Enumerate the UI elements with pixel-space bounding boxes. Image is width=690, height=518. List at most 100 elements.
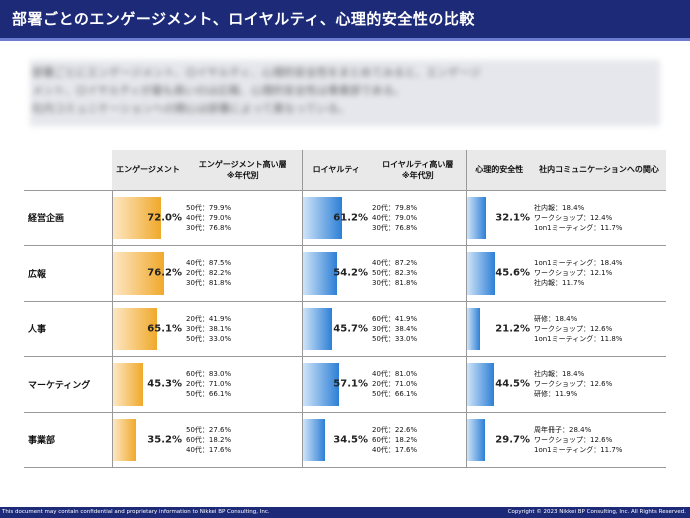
interest-list: 研修：18.4% ワークショップ：12.6% 1on1ミーティング：11.8% xyxy=(532,314,666,344)
footer-copyright: Copyright © 2023 Nikkei BP Consulting, I… xyxy=(507,509,686,515)
interest-item: 1on1ミーティング：11.7% xyxy=(534,445,623,454)
department-name: 広報 xyxy=(24,245,113,302)
interest-cell: 1on1ミーティング：18.4% ワークショップ：12.1% 社内報：11.7% xyxy=(532,245,666,302)
loyalty-cell: 57.1% xyxy=(302,356,371,413)
interest-cell: 研修：18.4% ワークショップ：12.6% 1on1ミーティング：11.8% xyxy=(532,301,666,357)
interest-item: 周年冊子：28.4% xyxy=(534,425,592,434)
interest-item: ワークショップ：12.6% xyxy=(534,380,613,389)
loyalty-age-item: 50代：82.3% xyxy=(372,269,418,278)
summary-line: 社内コミュニケーションへの関心は部署によって異なっている。 xyxy=(32,102,350,115)
interest-item: ワークショップ：12.6% xyxy=(534,324,613,333)
engagement-bar-cell: 45.3% xyxy=(112,357,185,412)
blurred-summary-text: 部署ごとにエンゲージメント、ロイヤルティ、心理的安全性をまとめてみると、エンゲー… xyxy=(30,60,660,126)
loyalty-bar xyxy=(302,196,342,239)
loyalty-age-item: 20代：79.8% xyxy=(372,203,418,212)
interest-item: ワークショップ：12.6% xyxy=(534,435,613,444)
psych-safety-value: 44.5% xyxy=(495,378,530,390)
engagement-age-cell: 60代：83.0% 20代：71.0% 50代：66.1% xyxy=(184,356,303,413)
engagement-age-item: 20代：82.2% xyxy=(186,269,232,278)
loyalty-bar-cell: 34.5% xyxy=(302,413,371,468)
loyalty-age-item: 30代：81.8% xyxy=(372,279,418,288)
engagement-bar xyxy=(112,363,144,406)
loyalty-age-item: 40代：81.0% xyxy=(372,370,418,379)
loyalty-bar xyxy=(302,418,325,461)
summary-line: メント、ロイヤルティが最も高いのは広報、心理的安全性は事業部である。 xyxy=(32,84,405,97)
psych-safety-cell: 32.1% xyxy=(466,190,532,246)
loyalty-bar-cell: 54.2% xyxy=(302,246,371,301)
engagement-age-cell: 40代：87.5% 20代：82.2% 30代：81.8% xyxy=(184,245,303,302)
table-row: 人事 65.1% 20代：41.9% 30代：38.1% 50代：33.0% 45.7% 6… xyxy=(24,301,666,357)
loyalty-age-cell: 60代：41.9% 30代：38.4% 50代：33.0% xyxy=(370,301,467,357)
psych-safety-bar-cell: 32.1% xyxy=(466,191,533,246)
loyalty-bar xyxy=(302,363,340,406)
engagement-age-item: 50代：33.0% xyxy=(186,334,232,343)
loyalty-age-item: 40代：79.0% xyxy=(372,213,418,222)
psych-safety-cell: 44.5% xyxy=(466,356,533,413)
psych-safety-bar xyxy=(466,196,487,239)
loyalty-age-cell: 20代：79.8% 40代：79.0% 30代：76.8% xyxy=(370,190,467,246)
title-underline xyxy=(0,38,690,41)
loyalty-age-item: 30代：76.8% xyxy=(372,223,418,232)
loyalty-bar xyxy=(302,252,338,295)
header-loyalty-high: ロイヤルティ高い層 ※年代別 xyxy=(370,150,467,191)
loyalty-age-item: 20代：71.0% xyxy=(372,380,418,389)
engagement-age-item: 60代：83.0% xyxy=(186,370,232,379)
header-loyalty: ロイヤルティ xyxy=(302,150,370,191)
engagement-age-cell: 50代：79.9% 40代：79.0% 30代：76.8% xyxy=(184,190,303,246)
footer-disclaimer: This document may contain confidential a… xyxy=(2,509,270,515)
psych-safety-value: 29.7% xyxy=(495,434,530,446)
comparison-table: エンゲージメント エンゲージメント高い層 ※年代別 ロイヤルティ ロイヤルティ高… xyxy=(24,150,666,468)
department-name: マーケティング xyxy=(24,356,113,413)
engagement-value: 76.2% xyxy=(147,267,182,279)
psych-safety-bar-cell: 29.7% xyxy=(466,413,533,468)
loyalty-age-list: 20代：79.8% 40代：79.0% 30代：76.8% xyxy=(370,203,466,233)
psych-safety-bar-cell: 45.6% xyxy=(466,246,533,301)
loyalty-bar xyxy=(302,307,332,350)
engagement-age-item: 40代：79.0% xyxy=(186,213,232,222)
engagement-age-item: 40代：87.5% xyxy=(186,259,232,268)
interest-item: ワークショップ：12.4% xyxy=(534,213,613,222)
interest-item: 社内報：18.4% xyxy=(534,203,585,212)
interest-list: 周年冊子：28.4% ワークショップ：12.6% 1on1ミーティング：11.7% xyxy=(532,425,666,455)
header-engagement-high: エンゲージメント高い層 ※年代別 xyxy=(184,150,303,191)
interest-cell: 社内報：18.4% ワークショップ：12.6% 研修：11.9% xyxy=(532,356,666,413)
engagement-value: 35.2% xyxy=(147,434,182,446)
interest-cell: 周年冊子：28.4% ワークショップ：12.6% 1on1ミーティング：11.7% xyxy=(532,412,666,468)
psych-safety-value: 21.2% xyxy=(495,323,530,335)
engagement-age-item: 50代：79.9% xyxy=(186,203,232,212)
table-row: 経営企画 72.0% 50代：79.9% 40代：79.0% 30代：76.8% 61.2… xyxy=(24,190,666,246)
engagement-cell: 76.2% xyxy=(112,245,184,302)
interest-item: 社内報：18.4% xyxy=(534,370,585,379)
engagement-bar-cell: 35.2% xyxy=(112,413,185,468)
engagement-bar xyxy=(112,196,162,239)
engagement-age-item: 30代：76.8% xyxy=(186,223,232,232)
loyalty-age-item: 40代：87.2% xyxy=(372,259,418,268)
department-name: 経営企画 xyxy=(24,190,113,246)
loyalty-age-list: 20代：22.6% 60代：18.2% 40代：17.6% xyxy=(370,425,466,455)
engagement-cell: 72.0% xyxy=(112,190,184,246)
loyalty-bar-cell: 57.1% xyxy=(302,357,371,412)
interest-item: 1on1ミーティング：11.8% xyxy=(534,334,623,343)
loyalty-cell: 54.2% xyxy=(302,245,371,302)
header-loyalty-high-line2: ※年代別 xyxy=(401,170,434,180)
loyalty-age-list: 40代：81.0% 20代：71.0% 50代：66.1% xyxy=(370,369,466,399)
engagement-age-list: 50代：27.6% 60代：18.2% 40代：17.6% xyxy=(184,425,302,455)
interest-item: 1on1ミーティング：11.7% xyxy=(534,223,623,232)
loyalty-cell: 45.7% xyxy=(302,301,370,357)
engagement-cell: 35.2% xyxy=(112,412,184,468)
interest-item: 1on1ミーティング：18.4% xyxy=(534,259,623,268)
loyalty-cell: 61.2% xyxy=(302,190,370,246)
loyalty-age-item: 40代：17.6% xyxy=(372,445,418,454)
loyalty-value: 57.1% xyxy=(333,378,368,390)
engagement-cell: 45.3% xyxy=(112,356,185,413)
header-engagement-high-line2: ※年代別 xyxy=(226,170,259,180)
header-blank xyxy=(24,150,112,191)
loyalty-value: 34.5% xyxy=(333,434,368,446)
psych-safety-bar-cell: 44.5% xyxy=(466,357,533,412)
loyalty-age-item: 20代：22.6% xyxy=(372,425,418,434)
interest-item: 社内報：11.7% xyxy=(534,279,585,288)
loyalty-age-list: 40代：87.2% 50代：82.3% 30代：81.8% xyxy=(370,258,466,288)
engagement-value: 72.0% xyxy=(147,212,182,224)
loyalty-bar-cell: 61.2% xyxy=(302,191,371,246)
interest-item: ワークショップ：12.1% xyxy=(534,269,613,278)
